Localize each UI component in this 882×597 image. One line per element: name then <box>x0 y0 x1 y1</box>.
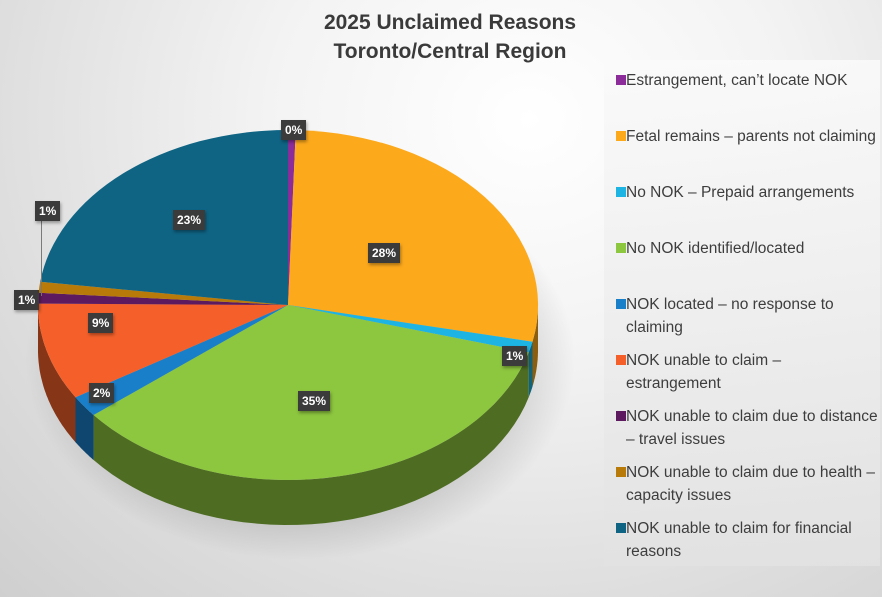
pie-slice <box>288 130 539 342</box>
legend-item: No NOK identified/located <box>610 237 880 260</box>
chart-title-line-2: Toronto/Central Region <box>333 40 567 63</box>
data-label-estrangement: 9% <box>88 313 114 333</box>
legend-item: NOK unable to claim – estrangement <box>610 349 880 395</box>
legend-label: NOK unable to claim – estrangement <box>626 352 782 392</box>
legend-item: No NOK – Prepaid arrangements <box>610 181 880 204</box>
data-label-no-nok-identified: 35% <box>298 391 331 411</box>
pie-slice-side <box>532 305 538 387</box>
legend-label: NOK unable to claim due to distance – tr… <box>626 408 878 448</box>
data-label-estrangement-cant-locate: 0% <box>281 120 307 140</box>
data-label-no-response: 2% <box>89 383 115 403</box>
pie-slice <box>288 305 533 353</box>
legend-label: No NOK – Prepaid arrangements <box>626 184 855 201</box>
pie-slice-side <box>93 352 529 525</box>
legend-swatch <box>616 411 626 421</box>
legend-item: Fetal remains – parents not claiming <box>610 125 880 148</box>
legend-item: NOK unable to claim for financial reason… <box>610 517 880 563</box>
legend-swatch <box>616 355 626 365</box>
data-label-financial: 23% <box>173 210 206 230</box>
pie-slice <box>75 305 288 415</box>
legend-label: Estrangement, can’t locate NOK <box>626 72 848 89</box>
legend-swatch <box>616 243 626 253</box>
legend-item: NOK located – no response to claiming <box>610 293 880 339</box>
legend-swatch <box>616 187 626 197</box>
legend-label: NOK located – no response to claiming <box>626 296 834 336</box>
chart-title: 2025 Unclaimed Reasons Toronto/Central R… <box>290 8 610 66</box>
legend-swatch <box>616 131 626 141</box>
chart-legend: Estrangement, can’t locate NOK Fetal rem… <box>604 60 880 566</box>
chart-title-line-1: 2025 Unclaimed Reasons <box>323 11 577 34</box>
legend-label: No NOK identified/located <box>626 240 805 257</box>
pie-slice <box>40 129 289 305</box>
legend-label: NOK unable to claim for financial reason… <box>626 520 852 560</box>
pie-slice <box>38 292 288 305</box>
pie-slice-side <box>38 305 76 443</box>
legend-swatch <box>616 523 626 533</box>
legend-swatch <box>616 75 626 85</box>
pie-slice <box>38 281 288 305</box>
pie-sides <box>38 305 538 525</box>
pie-slices <box>37 129 539 480</box>
data-label-fetal-remains: 28% <box>368 243 401 263</box>
data-label-distance: 1% <box>14 290 40 310</box>
leader-line <box>41 218 42 296</box>
pie-slice-side <box>75 397 94 460</box>
data-label-health: 1% <box>35 201 61 221</box>
legend-label: NOK unable to claim due to health – capa… <box>626 464 876 504</box>
pie-slice <box>288 130 296 305</box>
legend-label: Fetal remains – parents not claiming <box>626 128 876 145</box>
legend-item: NOK unable to claim due to health – capa… <box>610 461 880 507</box>
legend-item: NOK unable to claim due to distance – tr… <box>610 405 880 451</box>
legend-item: Estrangement, can’t locate NOK <box>610 69 880 92</box>
legend-swatch <box>616 467 626 477</box>
data-label-prepaid: 1% <box>502 346 528 366</box>
legend-swatch <box>616 299 626 309</box>
pie-slice-side <box>528 341 533 398</box>
